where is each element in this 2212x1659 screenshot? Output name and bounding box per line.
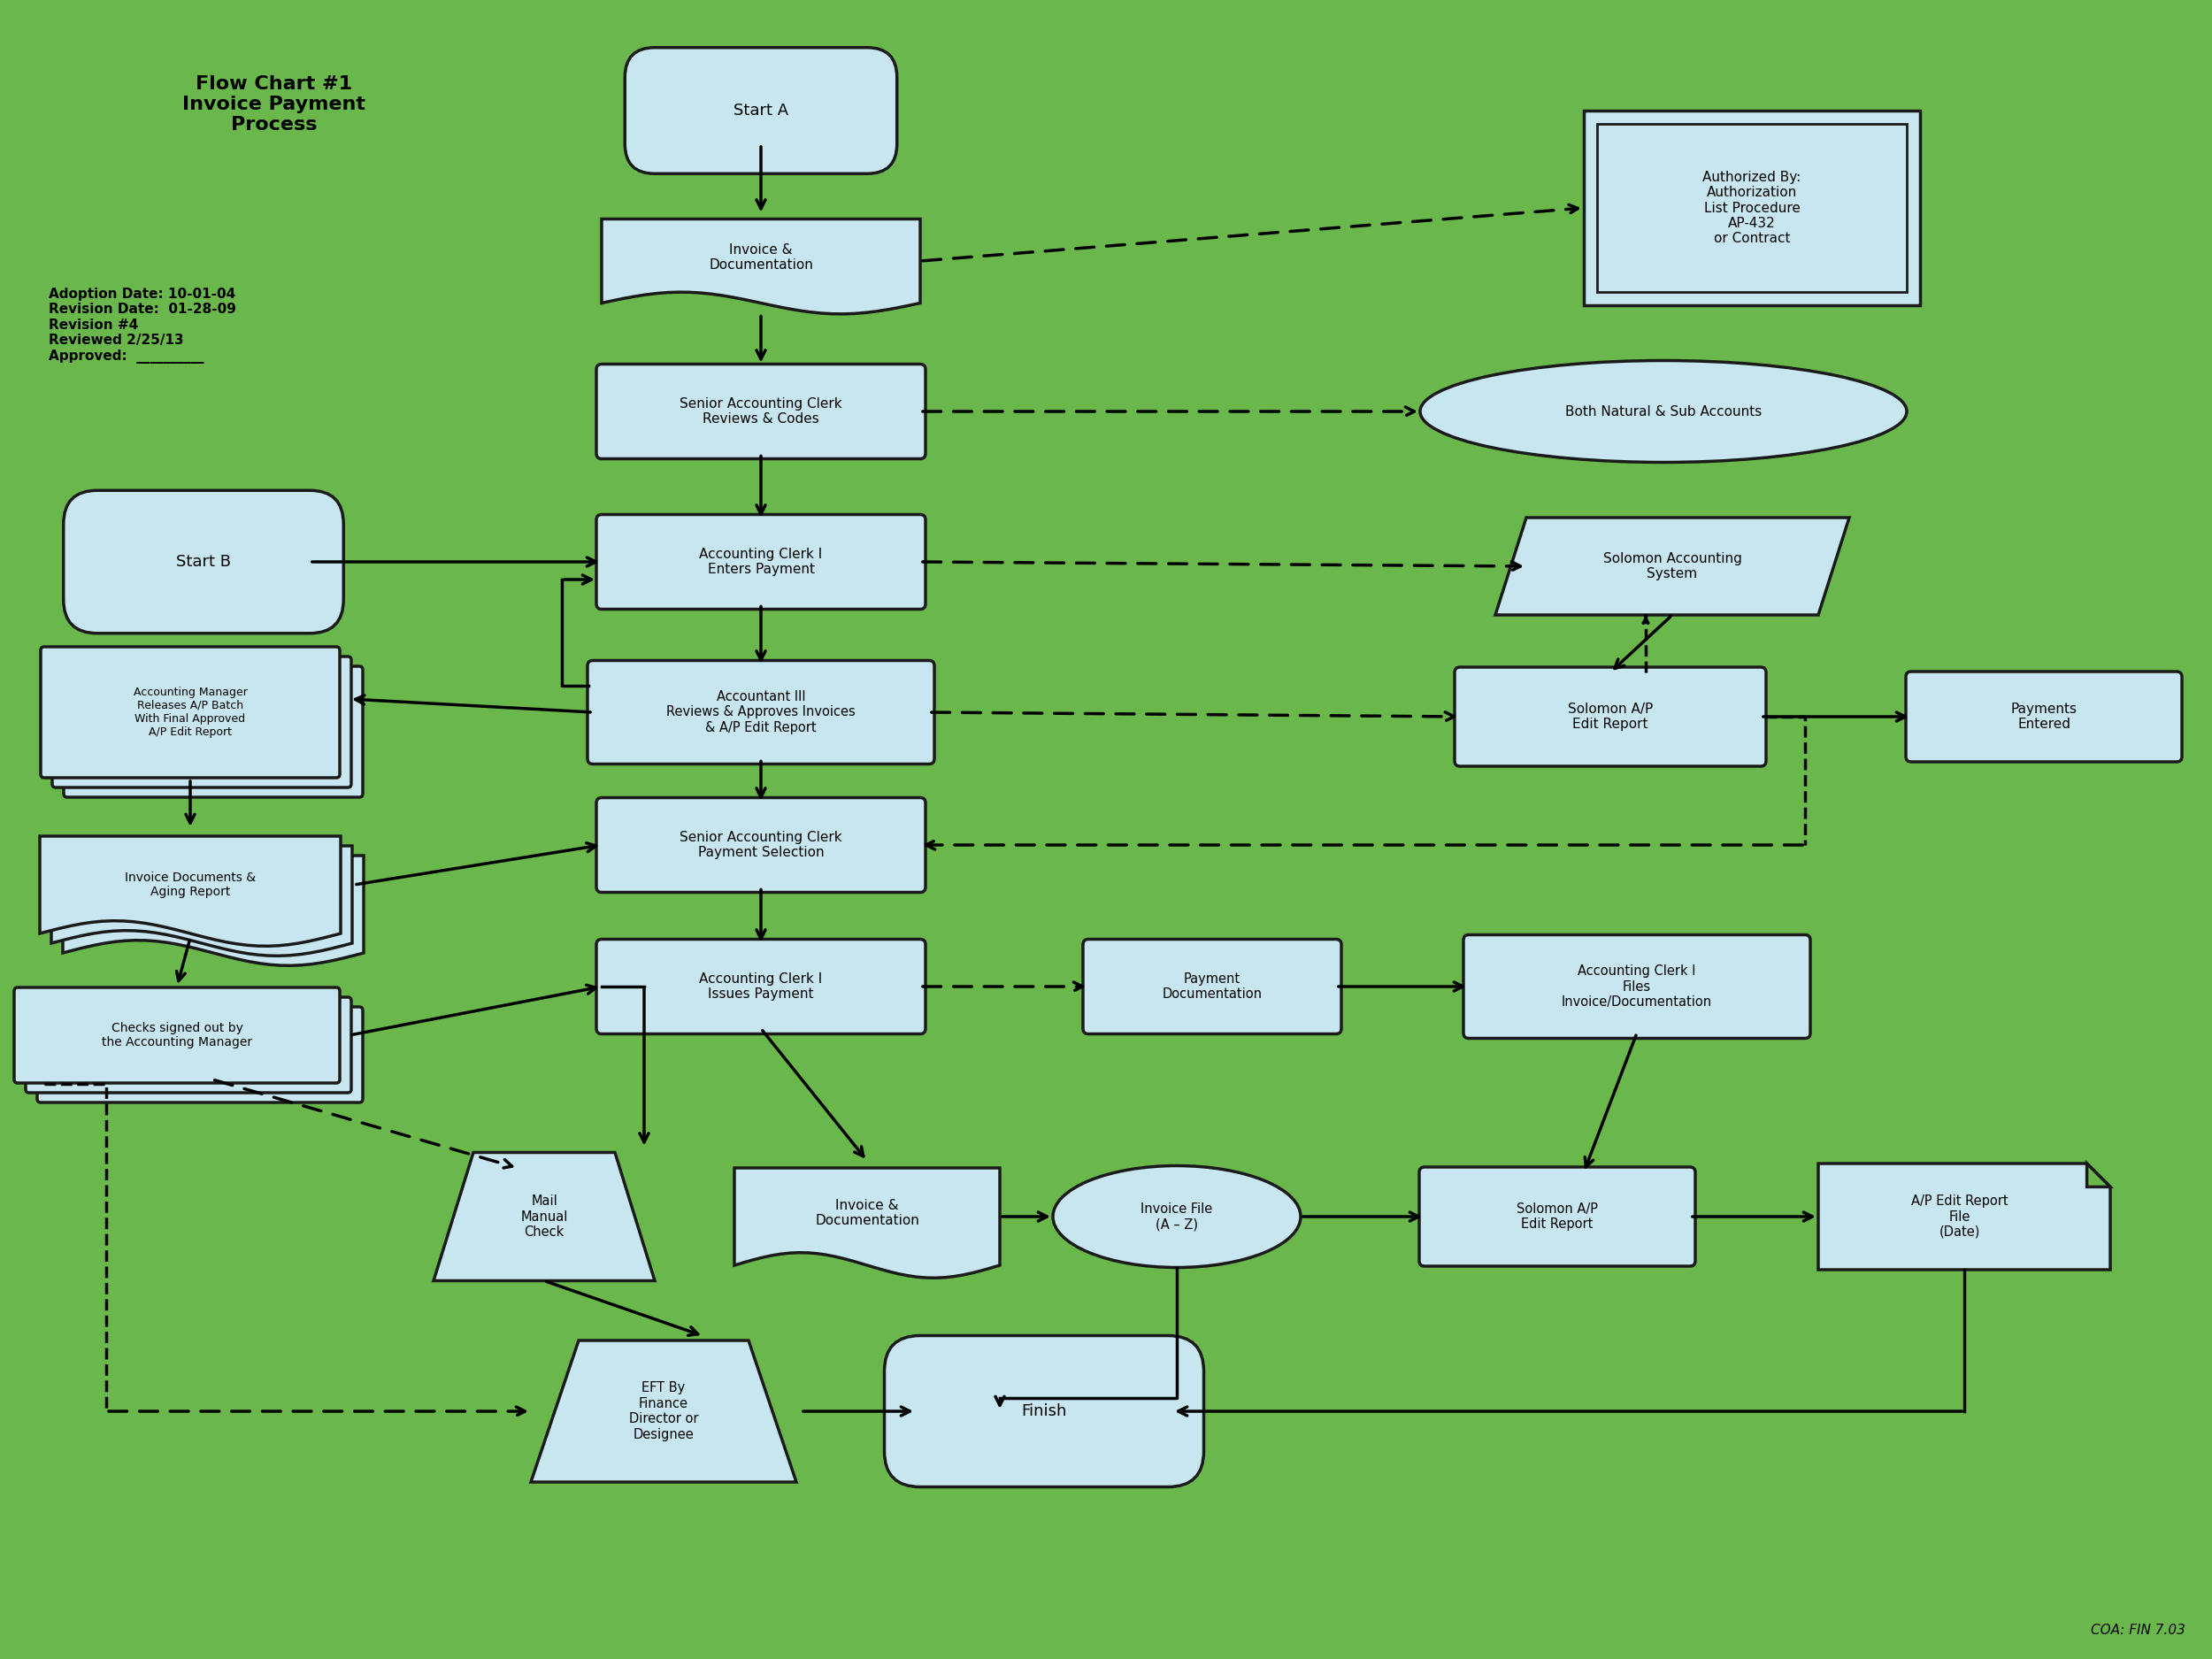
Text: Start B: Start B <box>177 554 230 569</box>
Text: Mail
Manual
Check: Mail Manual Check <box>520 1194 568 1239</box>
FancyBboxPatch shape <box>885 1335 1203 1486</box>
Text: COA: FIN 7.03: COA: FIN 7.03 <box>2090 1624 2185 1637</box>
FancyBboxPatch shape <box>1455 667 1765 766</box>
FancyBboxPatch shape <box>27 997 352 1093</box>
FancyBboxPatch shape <box>40 647 341 778</box>
Text: Flow Chart #1
Invoice Payment
Process: Flow Chart #1 Invoice Payment Process <box>184 75 365 134</box>
Polygon shape <box>602 219 920 314</box>
Text: Invoice Documents &
Aging Report: Invoice Documents & Aging Report <box>124 871 257 898</box>
Text: A/P Edit Report
File
(Date): A/P Edit Report File (Date) <box>1911 1194 2008 1239</box>
Text: Invoice &
Documentation: Invoice & Documentation <box>708 244 814 272</box>
Text: Finish: Finish <box>1022 1404 1066 1418</box>
Text: Accounting Clerk I
Enters Payment: Accounting Clerk I Enters Payment <box>699 547 823 576</box>
Text: Accountant III
Reviews & Approves Invoices
& A/P Edit Report: Accountant III Reviews & Approves Invoic… <box>666 690 856 735</box>
FancyBboxPatch shape <box>13 987 341 1083</box>
Ellipse shape <box>1053 1166 1301 1267</box>
Text: Start A: Start A <box>734 103 787 118</box>
Text: Accounting Clerk I
Files
Invoice/Documentation: Accounting Clerk I Files Invoice/Documen… <box>1562 964 1712 1009</box>
Polygon shape <box>62 856 363 966</box>
FancyBboxPatch shape <box>1907 672 2181 761</box>
FancyBboxPatch shape <box>1420 1166 1694 1266</box>
Polygon shape <box>531 1340 796 1481</box>
FancyBboxPatch shape <box>1084 939 1340 1034</box>
Polygon shape <box>2086 1163 2110 1186</box>
Text: Payments
Entered: Payments Entered <box>2011 702 2077 732</box>
FancyBboxPatch shape <box>597 798 925 893</box>
Text: Solomon Accounting
System: Solomon Accounting System <box>1604 552 1741 581</box>
FancyBboxPatch shape <box>624 48 898 174</box>
Text: Accounting Manager
Releases A/P Batch
With Final Approved
A/P Edit Report: Accounting Manager Releases A/P Batch Wi… <box>133 687 248 738</box>
Text: Accounting Clerk I
Issues Payment: Accounting Clerk I Issues Payment <box>699 972 823 1000</box>
Polygon shape <box>1495 518 1849 615</box>
FancyBboxPatch shape <box>597 363 925 460</box>
FancyBboxPatch shape <box>588 660 933 765</box>
Text: Invoice File
(A – Z): Invoice File (A – Z) <box>1141 1203 1212 1231</box>
Text: Invoice &
Documentation: Invoice & Documentation <box>814 1198 920 1228</box>
Text: Checks signed out by
the Accounting Manager: Checks signed out by the Accounting Mana… <box>102 1022 252 1048</box>
Bar <box>1584 111 1920 305</box>
FancyBboxPatch shape <box>64 667 363 798</box>
Polygon shape <box>1818 1163 2110 1269</box>
Ellipse shape <box>1420 360 1907 463</box>
FancyBboxPatch shape <box>53 657 352 788</box>
Text: Senior Accounting Clerk
Payment Selection: Senior Accounting Clerk Payment Selectio… <box>679 831 843 859</box>
Text: Adoption Date: 10-01-04
Revision Date:  01-28-09
Revision #4
Reviewed 2/25/13
Ap: Adoption Date: 10-01-04 Revision Date: 0… <box>49 287 237 363</box>
FancyBboxPatch shape <box>64 491 343 634</box>
Text: Payment
Documentation: Payment Documentation <box>1161 972 1263 1000</box>
Polygon shape <box>434 1153 655 1281</box>
Text: Solomon A/P
Edit Report: Solomon A/P Edit Report <box>1517 1203 1597 1231</box>
FancyBboxPatch shape <box>1464 934 1809 1039</box>
Polygon shape <box>40 836 341 946</box>
Text: Senior Accounting Clerk
Reviews & Codes: Senior Accounting Clerk Reviews & Codes <box>679 397 843 426</box>
Polygon shape <box>51 846 352 956</box>
FancyBboxPatch shape <box>597 939 925 1034</box>
Text: Both Natural & Sub Accounts: Both Natural & Sub Accounts <box>1566 405 1761 418</box>
Polygon shape <box>734 1168 1000 1277</box>
Bar <box>1597 124 1907 292</box>
Text: Authorized By:
Authorization
List Procedure
AP-432
or Contract: Authorized By: Authorization List Proced… <box>1703 171 1801 246</box>
Text: Solomon A/P
Edit Report: Solomon A/P Edit Report <box>1568 702 1652 732</box>
Text: EFT By
Finance
Director or
Designee: EFT By Finance Director or Designee <box>628 1382 699 1442</box>
FancyBboxPatch shape <box>597 514 925 609</box>
FancyBboxPatch shape <box>38 1007 363 1103</box>
